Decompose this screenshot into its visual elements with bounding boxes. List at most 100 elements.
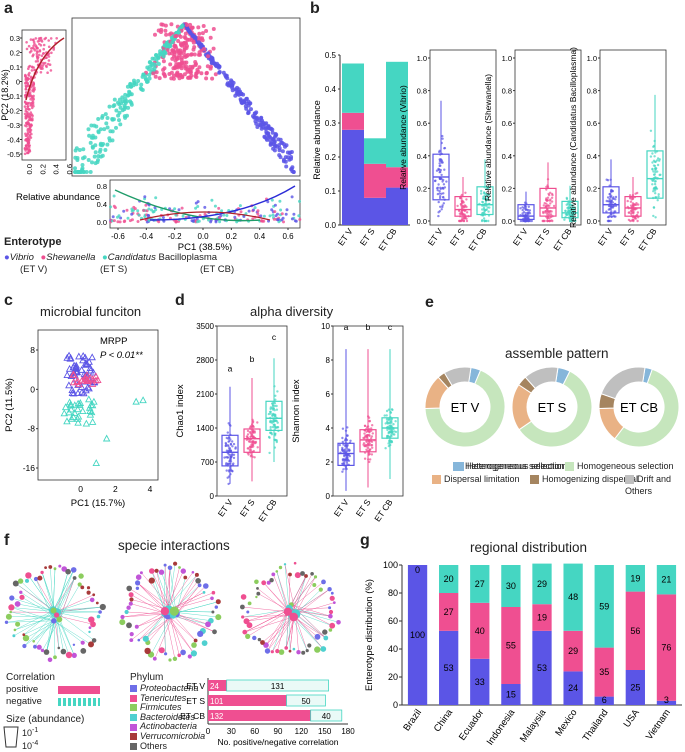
network-node (41, 649, 44, 652)
scatter-point (111, 138, 115, 142)
network-node (216, 599, 221, 604)
scatter-point (247, 104, 251, 108)
box-point (528, 220, 530, 222)
network-node (197, 631, 203, 637)
left-ytick-label: -0.3 (7, 121, 20, 130)
box-point (630, 201, 632, 203)
scatter-point (188, 75, 192, 79)
pink-point (40, 44, 43, 47)
network-hub (170, 607, 179, 616)
d-point (276, 426, 278, 428)
box-xtick-label: ET S (618, 226, 637, 247)
box-point (548, 210, 550, 212)
size-triangle-icon (4, 727, 24, 749)
box-point (651, 168, 653, 170)
d-xtick-label: ET S (238, 497, 257, 518)
fbar-pos-label: 101 (210, 697, 224, 706)
scatter-point (112, 117, 116, 121)
scatter-point (158, 76, 162, 80)
scatter-point (205, 71, 209, 75)
fbar-neg-label: 50 (302, 697, 311, 706)
network-node (9, 595, 14, 600)
c-point-cb (61, 410, 67, 416)
pink-point (35, 47, 38, 50)
scatter-point (87, 158, 91, 162)
pink-point (32, 38, 35, 41)
c-xlabel: PC1 (15.7%) (71, 498, 125, 509)
bottom-point (263, 215, 266, 218)
d-point (274, 426, 276, 428)
scatter-point (204, 76, 208, 80)
network-node (44, 649, 50, 655)
network-node (195, 578, 201, 584)
network-node (12, 634, 15, 637)
box-point (628, 219, 630, 221)
box-point (441, 208, 443, 210)
box-point (437, 183, 439, 185)
box-ylabel: Relative abundance (Vibrio) (398, 85, 408, 190)
scatter-point (172, 77, 176, 81)
bottom-point (278, 200, 281, 203)
left-ytick-label: -0.4 (7, 136, 20, 145)
network-node (159, 570, 164, 575)
scatter-point (129, 85, 133, 89)
bottom-point (113, 205, 116, 208)
scatter-point (265, 132, 269, 136)
g-xtick-label: Ecuador (457, 707, 486, 742)
pink-point (25, 41, 28, 44)
g-label-s: 35 (599, 667, 609, 677)
scatter-point (130, 103, 134, 107)
scatter-point (151, 71, 155, 75)
phylum-swatch (130, 704, 137, 711)
bottom-point (178, 208, 181, 211)
d-point (227, 463, 229, 465)
network-node (73, 644, 75, 646)
scatter-point (163, 73, 167, 77)
network-node (33, 645, 37, 649)
scatter-point (147, 67, 151, 71)
bottom-point (279, 209, 282, 212)
box-point (636, 220, 638, 222)
g-label-v: 25 (630, 683, 640, 693)
box-point (519, 207, 521, 209)
scatter-point (187, 38, 191, 42)
g-label-cb: 48 (568, 592, 578, 602)
g-ytick-label: 100 (383, 560, 398, 570)
d-sig-letter: b (250, 354, 255, 364)
box-point (442, 192, 444, 194)
box-point (456, 205, 458, 207)
bottom-point (257, 209, 260, 212)
d-point (225, 442, 227, 444)
box-point (654, 183, 656, 185)
network-node (261, 580, 266, 585)
bottom-point (281, 212, 284, 215)
scatter-point (134, 82, 138, 86)
d-point (268, 452, 270, 454)
bottom-point (143, 195, 146, 198)
network-node (301, 651, 305, 655)
network-node (203, 591, 206, 594)
box-point (563, 219, 565, 221)
scatter-point (89, 170, 93, 174)
box-point (564, 210, 566, 212)
d-point (227, 483, 229, 485)
g-label-v: 53 (537, 663, 547, 673)
network-node (155, 569, 159, 573)
pink-point (41, 55, 44, 58)
network-node (307, 643, 311, 647)
d-point (371, 424, 373, 426)
scatter-point (81, 156, 85, 160)
box-point (445, 180, 447, 182)
pink-point (25, 117, 28, 120)
network-node (242, 630, 247, 635)
bottom-point (162, 216, 165, 219)
network-node (205, 621, 211, 627)
bottom-point (116, 220, 119, 223)
network-node (328, 606, 331, 609)
network-node (37, 645, 42, 650)
stack-xtick-label: ET S (358, 226, 377, 247)
box-ytick-label: 0.6 (502, 119, 512, 128)
scatter-point (202, 24, 206, 28)
d-ytick-label: 0 (210, 492, 215, 501)
box-point (657, 157, 659, 159)
